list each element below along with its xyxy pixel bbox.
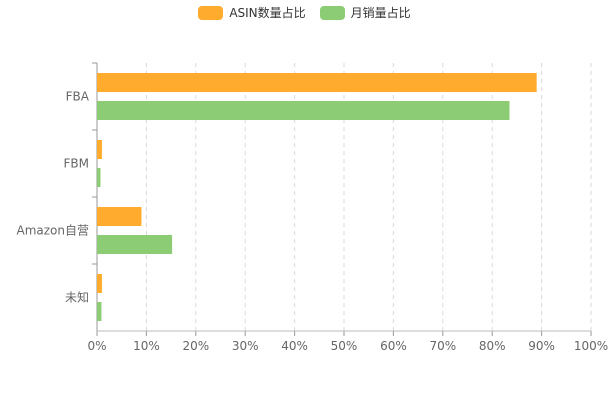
bar-sales xyxy=(97,101,510,120)
x-tick-label: 30% xyxy=(232,339,259,353)
legend-swatch-sales xyxy=(319,5,345,20)
x-tick-label: 0% xyxy=(87,339,106,353)
bar-sales xyxy=(97,168,101,187)
bar-asin xyxy=(97,207,142,226)
y-tick-label: FBM xyxy=(64,157,90,171)
legend-item-sales[interactable]: 月销量占比 xyxy=(319,4,411,21)
bar-asin xyxy=(97,73,537,92)
bar-asin xyxy=(97,140,102,159)
x-tick-label: 40% xyxy=(281,339,308,353)
x-tick-label: 50% xyxy=(331,339,358,353)
legend-label-asin: ASIN数量占比 xyxy=(229,6,306,20)
y-tick-label: 未知 xyxy=(65,291,89,305)
x-tick-label: 10% xyxy=(133,339,160,353)
x-tick-label: 100% xyxy=(574,339,608,353)
bar-sales xyxy=(97,302,102,321)
x-tick-label: 20% xyxy=(182,339,209,353)
x-tick-label: 70% xyxy=(429,339,456,353)
x-tick-label: 80% xyxy=(479,339,506,353)
legend-swatch-asin xyxy=(198,5,224,20)
x-tick-label: 60% xyxy=(380,339,407,353)
bar-sales xyxy=(97,235,173,254)
y-tick-label: Amazon自营 xyxy=(17,224,90,238)
y-tick-label: FBA xyxy=(66,90,90,104)
legend-label-sales: 月销量占比 xyxy=(350,6,411,20)
legend-item-asin[interactable]: ASIN数量占比 xyxy=(198,4,306,21)
x-tick-label: 90% xyxy=(528,339,555,353)
bar-asin xyxy=(97,274,102,293)
chart-legend: ASIN数量占比 月销量占比 xyxy=(0,4,609,21)
